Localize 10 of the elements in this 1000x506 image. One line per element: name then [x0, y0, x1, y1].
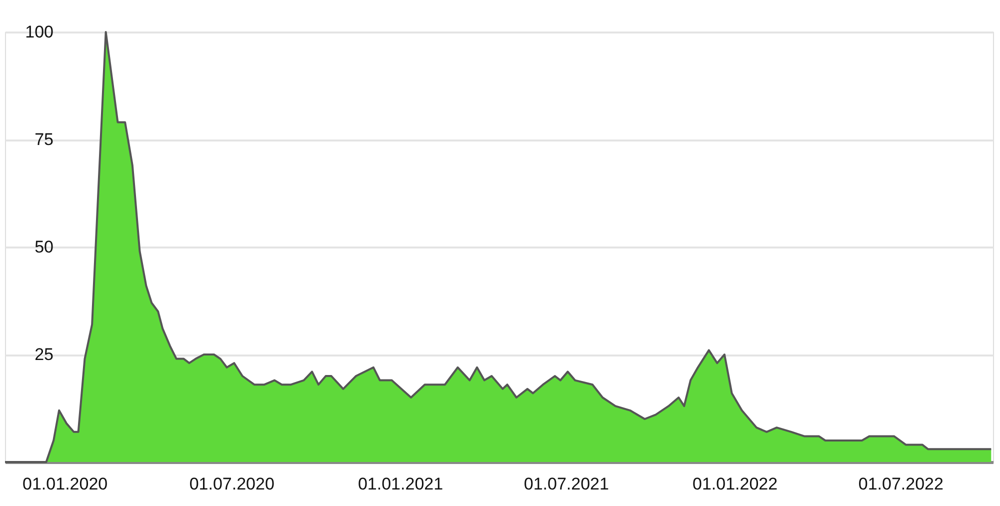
x-tick-label: 01.01.2020	[22, 474, 108, 494]
x-tick-label: 01.07.2020	[189, 474, 274, 494]
y-tick-label: 75	[34, 130, 54, 149]
y-tick-label: 50	[34, 238, 54, 256]
x-tick-label: 01.01.2021	[358, 474, 444, 494]
x-tick-label: 01.01.2022	[692, 474, 778, 494]
y-tick-label: 25	[34, 345, 54, 364]
y-tick-label: 100	[25, 22, 54, 42]
x-tick-label: 01.07.2022	[858, 474, 944, 494]
x-tick-label: 01.07.2021	[524, 474, 609, 494]
